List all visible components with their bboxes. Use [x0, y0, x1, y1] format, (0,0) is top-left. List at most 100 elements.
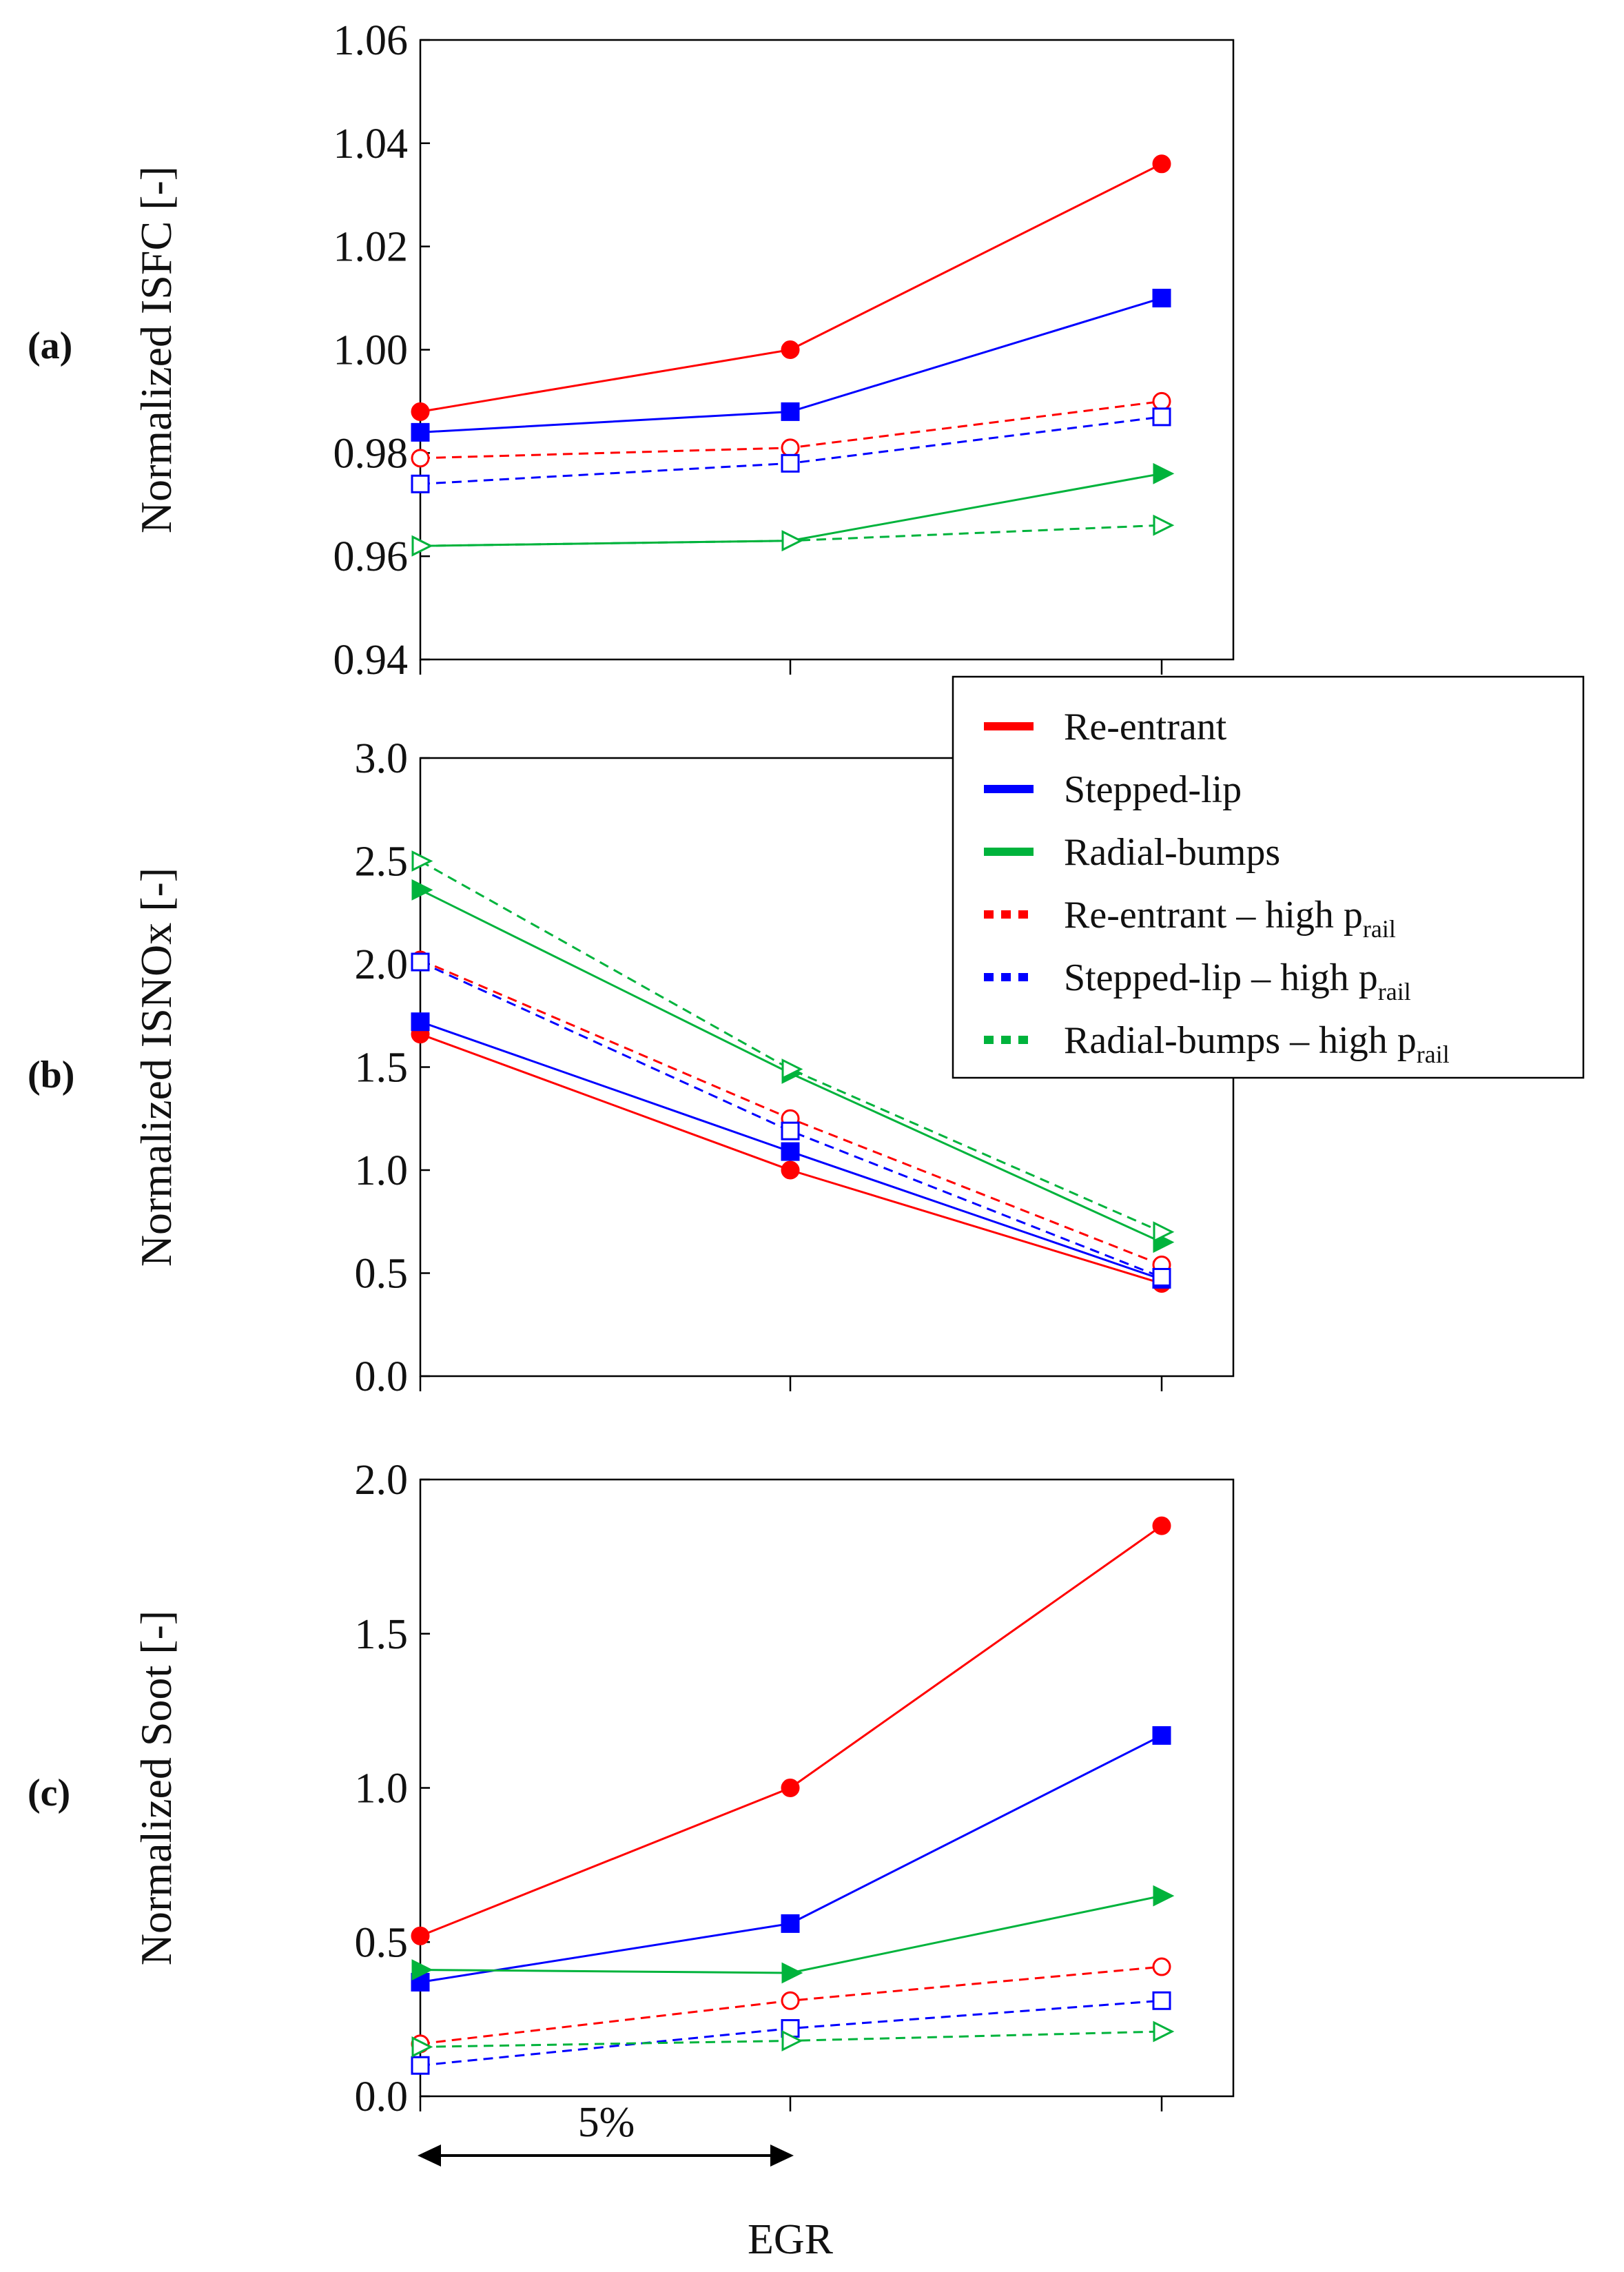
legend-label: Radial-bumps	[1064, 831, 1280, 874]
legend-item-6: Radial-bumps – high prail	[984, 1019, 1450, 1068]
data-point	[781, 1991, 800, 2010]
series-stepped-lip	[411, 1726, 1171, 1992]
annotation-arrowhead-right	[770, 2145, 794, 2167]
series-stepped-lip-high-prail	[411, 1991, 1171, 2075]
data-point	[1153, 1221, 1175, 1243]
data-point	[411, 535, 433, 557]
data-point	[411, 879, 433, 901]
legend-label-main: Stepped-lip – high p	[1064, 956, 1378, 999]
series-line	[420, 961, 1162, 1278]
data-point	[781, 2030, 803, 2051]
legend-item-2: Stepped-lip	[984, 768, 1242, 811]
y-tick-label: 2.0	[355, 941, 409, 988]
y-axis-label: Normalized Soot [-]	[132, 1610, 181, 1965]
series-re-entrant	[411, 1516, 1171, 1945]
series-radial-bumps-high-prail	[411, 850, 1175, 1243]
legend-label-subscript: rail	[1363, 915, 1396, 943]
data-point	[1153, 514, 1175, 536]
series-line	[420, 163, 1162, 413]
series-re-entrant	[411, 154, 1171, 421]
data-point	[781, 1962, 803, 1984]
panel-label: (b)	[28, 1054, 74, 1096]
plot-frame	[419, 1478, 1235, 2098]
data-point	[1152, 154, 1171, 174]
series-line	[420, 1894, 1162, 1974]
data-point	[1152, 1267, 1171, 1287]
plot-frame	[419, 39, 1235, 661]
annotation-label: 5%	[578, 2099, 635, 2146]
data-point	[781, 402, 800, 421]
egr-step-annotation: 5%	[418, 2099, 794, 2167]
legend-item-3: Radial-bumps	[984, 831, 1280, 874]
data-point	[1152, 1516, 1171, 1535]
y-tick-label: 0.5	[355, 1251, 409, 1298]
y-tick-label: 1.00	[333, 327, 409, 374]
legend-label: Radial-bumps – high prail	[1064, 1019, 1450, 1068]
legend-label-subscript: rail	[1417, 1041, 1450, 1068]
series-line	[420, 1524, 1162, 1937]
series-stepped-lip-high-prail	[411, 407, 1171, 493]
data-point	[1153, 2020, 1175, 2043]
data-point	[781, 1914, 800, 1933]
data-point	[781, 1160, 800, 1180]
y-tick-label: 0.0	[355, 1353, 409, 1400]
legend-label-main: Re-entrant	[1064, 706, 1227, 748]
data-point	[1152, 1726, 1171, 1745]
series-stepped-lip	[411, 289, 1171, 442]
data-point	[781, 1121, 800, 1140]
panel-b: 0.0 0.5 1.0 1.5 2.0 2.5 3.0 Normalized ISNOx [-…	[28, 735, 1235, 1400]
data-point	[781, 1058, 803, 1080]
y-tick-label: 0.98	[333, 430, 409, 477]
series-radial-bumps-high-prail	[411, 2020, 1175, 2058]
series-line	[420, 1734, 1162, 1983]
series-stepped-lip-high-prail	[411, 952, 1171, 1287]
y-tick-label: 0.5	[355, 1919, 409, 1966]
y-tick-label: 1.04	[333, 121, 409, 167]
data-point	[411, 422, 430, 442]
legend-box	[952, 675, 1585, 1079]
legend-label: Re-entrant	[1064, 706, 1227, 748]
y-tick-label: 2.0	[355, 1457, 409, 1504]
panel-label: (a)	[28, 325, 72, 367]
data-point	[781, 453, 800, 473]
data-point	[781, 530, 803, 552]
legend-label-main: Re-entrant – high p	[1064, 894, 1363, 937]
x-axis-label: EGR	[748, 2216, 834, 2263]
data-point	[411, 952, 430, 972]
data-point	[411, 474, 430, 493]
y-tick-label: 1.06	[333, 17, 409, 64]
y-tick-label: 1.0	[355, 1147, 409, 1194]
data-point	[1153, 462, 1175, 484]
series-radial-bumps	[411, 1885, 1175, 1984]
annotation-arrowhead-left	[418, 2145, 441, 2167]
panel-label: (c)	[28, 1772, 70, 1814]
data-point	[411, 1012, 430, 1032]
legend-label-main: Radial-bumps – high p	[1064, 1019, 1417, 1062]
y-tick-label: 0.94	[333, 637, 409, 684]
legend-label-main: Radial-bumps	[1064, 831, 1280, 874]
data-point	[1152, 1991, 1171, 2010]
y-tick-label: 1.5	[355, 1611, 409, 1658]
data-point	[411, 2056, 430, 2075]
data-point	[411, 449, 430, 468]
y-tick-label: 1.5	[355, 1045, 409, 1092]
data-point	[411, 402, 430, 421]
data-point	[1152, 289, 1171, 308]
legend: Re-entrant Stepped-lip Radial-bumps Re-entr…	[952, 675, 1585, 1079]
panel-a: 0.94 0.96 0.98 1.00 1.02 1.04 1.06 Normalized I…	[28, 17, 1235, 684]
data-point	[781, 438, 800, 458]
y-tick-label: 3.0	[355, 735, 409, 782]
y-axis-label: Normalized ISNOx [-]	[132, 868, 181, 1267]
data-point	[1152, 391, 1171, 411]
legend-item-4: Re-entrant – high prail	[984, 894, 1396, 943]
y-tick-label: 0.0	[355, 2074, 409, 2120]
data-point	[1152, 407, 1171, 427]
data-point	[411, 850, 433, 872]
series-re-entrant-high-prail	[411, 1957, 1171, 2054]
data-point	[781, 1142, 800, 1161]
legend-label: Re-entrant – high prail	[1064, 894, 1396, 943]
y-tick-label: 1.02	[333, 224, 409, 271]
data-point	[781, 340, 800, 359]
data-point	[1152, 1957, 1171, 1976]
